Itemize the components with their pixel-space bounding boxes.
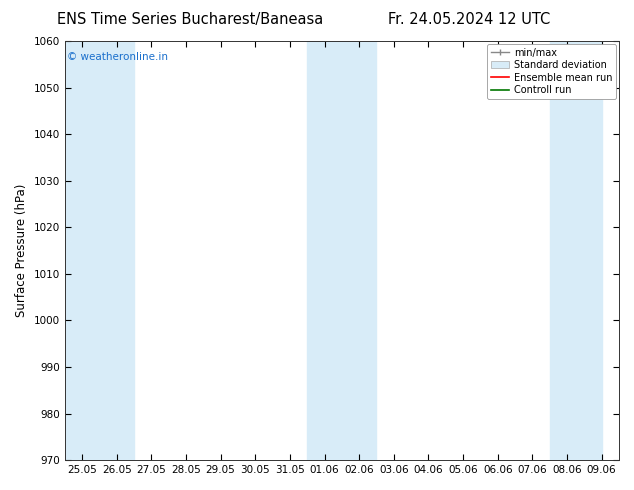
Text: ENS Time Series Bucharest/Baneasa: ENS Time Series Bucharest/Baneasa: [57, 12, 323, 27]
Text: © weatheronline.in: © weatheronline.in: [67, 51, 169, 62]
Title: ENS Time Series Bucharest/Baneasa     Fr. 24.05.2024 12 UTC: ENS Time Series Bucharest/Baneasa Fr. 24…: [0, 489, 1, 490]
Y-axis label: Surface Pressure (hPa): Surface Pressure (hPa): [15, 184, 28, 318]
Legend: min/max, Standard deviation, Ensemble mean run, Controll run: min/max, Standard deviation, Ensemble me…: [488, 44, 616, 99]
Text: Fr. 24.05.2024 12 UTC: Fr. 24.05.2024 12 UTC: [388, 12, 550, 27]
Bar: [307, 41, 377, 460]
Bar: [550, 41, 602, 460]
Bar: [65, 41, 134, 460]
